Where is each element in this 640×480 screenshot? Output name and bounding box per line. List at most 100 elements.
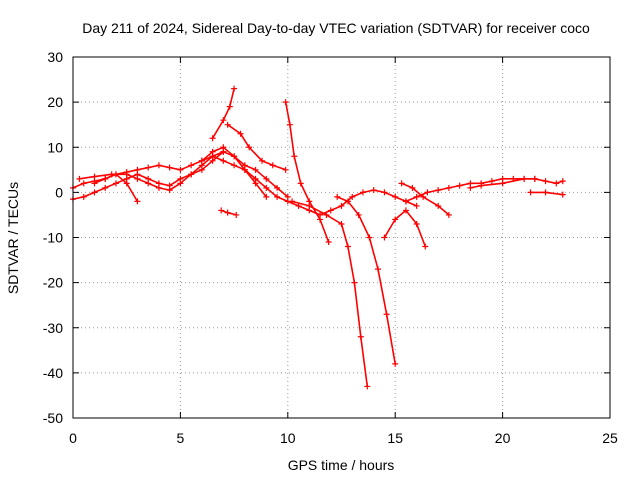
data-point (531, 175, 538, 182)
data-series (70, 85, 566, 390)
axis-ticks: 0 5 10 15 20 25 -50 -40 -30 -20 -10 0 10 20 30 (43, 49, 618, 446)
series-arc-11 (334, 193, 399, 367)
grid (73, 57, 610, 418)
data-point (413, 220, 420, 227)
data-point (145, 164, 152, 171)
x-tick-label: 5 (177, 430, 185, 446)
data-point (166, 164, 173, 171)
data-point (224, 121, 231, 128)
data-point (220, 117, 227, 124)
series-arc-16 (527, 189, 566, 198)
data-point (349, 193, 356, 200)
series-trace (383, 209, 427, 248)
y-tick-label: 0 (55, 184, 63, 200)
data-point (226, 103, 233, 110)
data-point (263, 175, 270, 182)
chart-title: Day 211 of 2024, Sidereal Day-to-day VTE… (82, 20, 590, 36)
data-point (237, 130, 244, 137)
y-tick-label: 20 (47, 94, 63, 110)
data-point (269, 162, 276, 169)
data-point (306, 202, 313, 209)
data-point (284, 193, 291, 200)
x-tick-label: 0 (69, 430, 77, 446)
data-point (274, 184, 281, 191)
data-point (188, 162, 195, 169)
series-trace (226, 123, 287, 171)
data-point (177, 166, 184, 173)
data-point (76, 175, 83, 182)
plot-frame (72, 56, 611, 419)
series-trace (93, 173, 139, 203)
data-point (286, 121, 293, 128)
data-point (145, 180, 152, 187)
data-point (209, 135, 216, 142)
y-axis-label: SDTVAR / TECUs (5, 182, 21, 294)
x-tick-label: 15 (387, 430, 403, 446)
data-point (295, 202, 302, 209)
data-point (274, 193, 281, 200)
data-point (392, 216, 399, 223)
data-point (366, 234, 373, 241)
data-point (112, 180, 119, 187)
data-point (80, 193, 87, 200)
series-arc-3 (76, 148, 227, 194)
series-arc-5 (209, 85, 238, 142)
data-point (177, 180, 184, 187)
x-axis-label: GPS time / hours (288, 457, 395, 473)
data-point (112, 171, 119, 178)
data-point (263, 193, 270, 200)
data-point (467, 184, 474, 191)
y-tick-label: -40 (43, 365, 63, 381)
y-tick-label: -30 (43, 320, 63, 336)
data-point (364, 383, 371, 390)
data-point (252, 166, 259, 173)
series-arc-9 (282, 99, 332, 246)
y-tick-label: -10 (43, 230, 63, 246)
y-tick-label: 30 (47, 49, 63, 65)
data-point (218, 207, 225, 214)
data-point (445, 211, 452, 218)
data-point (188, 171, 195, 178)
y-tick-label: -50 (43, 410, 63, 426)
data-point (209, 148, 216, 155)
data-point (344, 198, 351, 205)
data-point (317, 216, 324, 223)
data-point (123, 180, 130, 187)
data-point (344, 243, 351, 250)
data-point (241, 166, 248, 173)
data-point (559, 178, 566, 185)
data-point (559, 191, 566, 198)
x-tick-label: 20 (495, 430, 511, 446)
data-point (220, 157, 227, 164)
data-point (282, 166, 289, 173)
series-arc-13 (398, 180, 452, 218)
data-point (499, 180, 506, 187)
data-point (233, 211, 240, 218)
data-point (155, 184, 162, 191)
data-point (553, 180, 560, 187)
data-point (334, 193, 341, 200)
data-point (263, 184, 270, 191)
data-point (102, 175, 109, 182)
data-point (231, 85, 238, 92)
data-point (155, 162, 162, 169)
series-trace (291, 200, 369, 388)
data-point (289, 198, 296, 205)
data-point (527, 189, 534, 196)
data-point (166, 187, 173, 194)
data-point (413, 193, 420, 200)
data-point (224, 209, 231, 216)
series-trace (211, 87, 235, 139)
data-point (282, 99, 289, 106)
series-arc-4 (91, 171, 141, 205)
data-point (91, 173, 98, 180)
data-point (231, 153, 238, 160)
data-point (231, 162, 238, 169)
data-point (198, 157, 205, 164)
data-point (370, 187, 377, 194)
series-arc-12 (381, 207, 429, 250)
series-arc-6 (224, 121, 289, 173)
data-point (392, 360, 399, 367)
data-point (392, 193, 399, 200)
data-point (291, 153, 298, 160)
